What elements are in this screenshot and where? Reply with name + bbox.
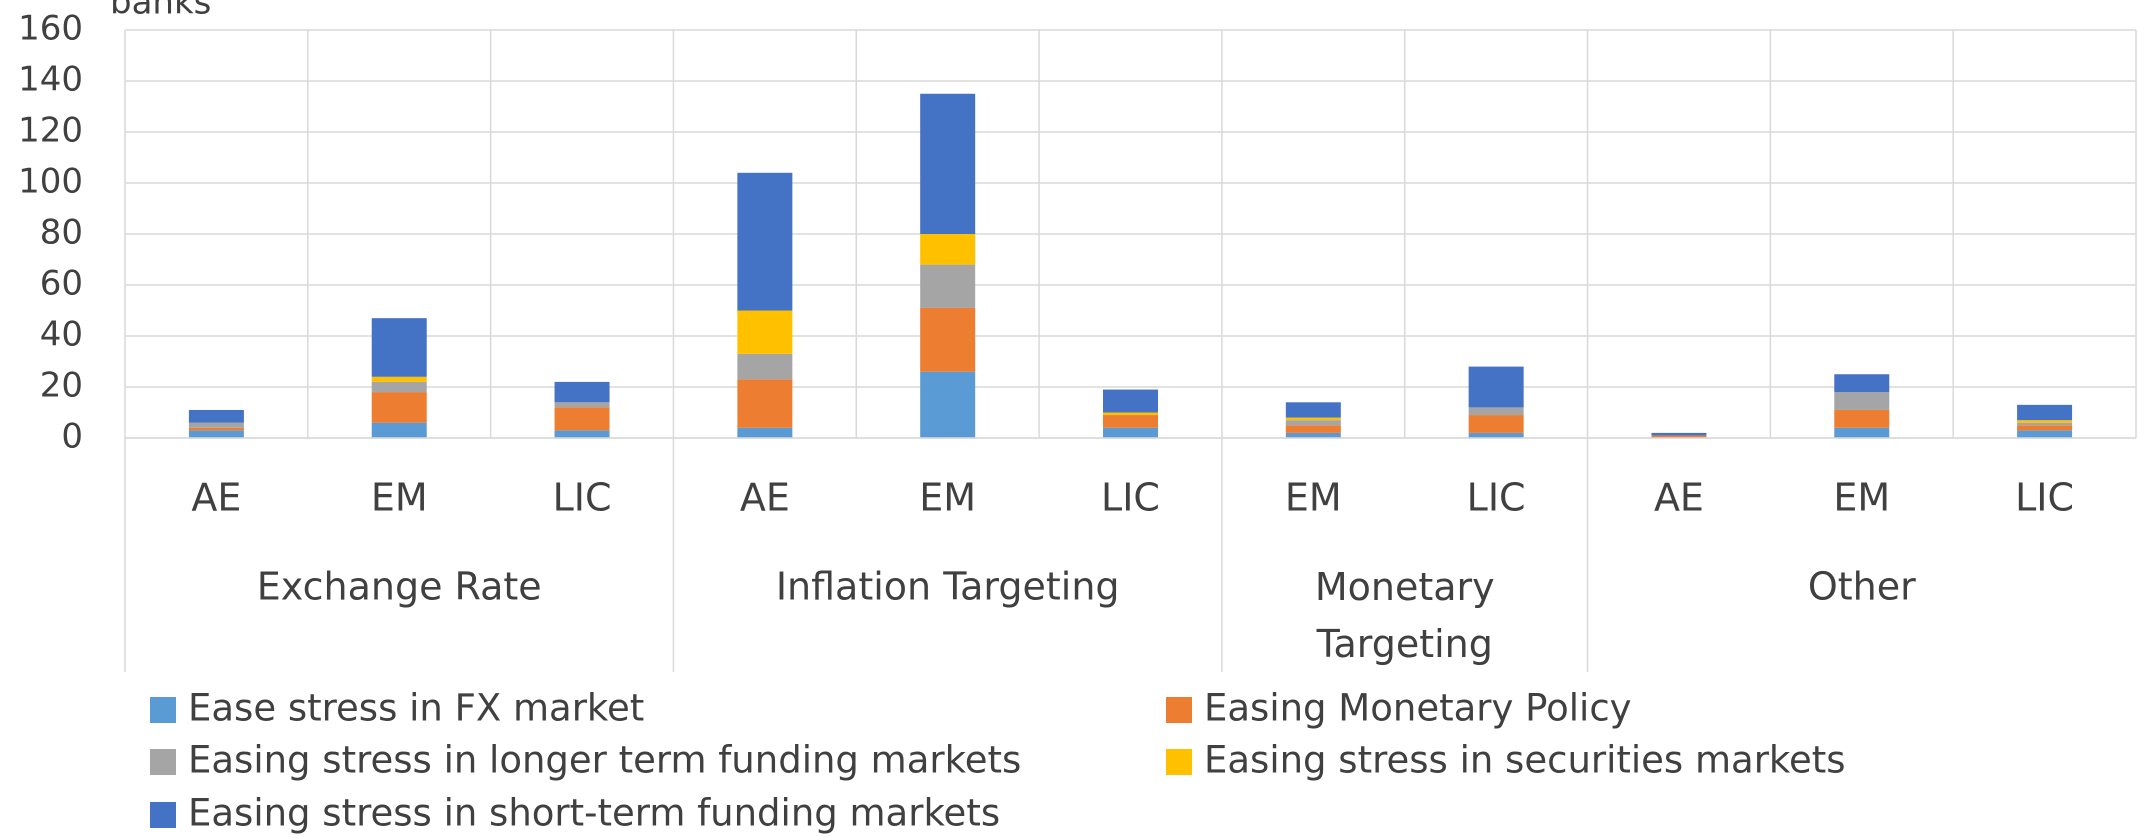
- bar-segment: [737, 379, 793, 428]
- x-tick-label: EM: [1285, 476, 1342, 520]
- bar-segment: [2017, 422, 2073, 426]
- bar-segment: [737, 310, 793, 354]
- bar-segment: [371, 392, 427, 423]
- y-tick-label: 160: [18, 9, 83, 49]
- x-tick-label: AE: [1654, 476, 1704, 520]
- bar-segment: [1468, 415, 1524, 433]
- bar-segment: [371, 381, 427, 393]
- bar-segment: [1834, 409, 1890, 428]
- bar-segment: [2017, 425, 2073, 431]
- bar-segment: [1285, 420, 1341, 426]
- bar-segment: [188, 409, 244, 423]
- bar-segment: [188, 430, 244, 438]
- bar-segment: [2017, 404, 2073, 421]
- bar-segment: [188, 427, 244, 431]
- y-tick-label: 60: [40, 264, 83, 304]
- bar-segment: [1285, 417, 1341, 421]
- bar-segment: [1285, 425, 1341, 433]
- legend-swatch: [1166, 749, 1192, 775]
- y-tick-label: 20: [40, 366, 83, 406]
- x-tick-label: EM: [371, 476, 428, 520]
- y-tick-label: 120: [18, 111, 83, 151]
- y-tick-label: 100: [18, 162, 83, 202]
- bar-segment: [371, 318, 427, 377]
- bar-segment: [371, 376, 427, 382]
- y-tick-label: 0: [61, 417, 83, 457]
- bar-segment: [554, 381, 610, 403]
- y-tick-label: 40: [40, 315, 83, 355]
- x-tick-label: AE: [740, 476, 790, 520]
- y-axis-label: banks: [110, 0, 211, 23]
- bar-segment: [1103, 427, 1158, 438]
- x-tick-label: LIC: [553, 476, 612, 520]
- bar-segment: [554, 430, 610, 438]
- bar-segment: [1651, 432, 1707, 436]
- bar-segment: [1651, 435, 1707, 438]
- bar-segment: [737, 427, 793, 438]
- bar-segment: [554, 407, 610, 431]
- bar-segment: [1834, 392, 1890, 410]
- bar-segment: [920, 264, 976, 308]
- bar-segment: [1468, 407, 1524, 416]
- bar-segment: [1834, 374, 1890, 393]
- group-label: Exchange Rate: [257, 565, 542, 609]
- bar-segment: [920, 307, 976, 372]
- bar-segment: [554, 402, 610, 408]
- bar-segment: [920, 234, 976, 265]
- y-tick-label: 140: [18, 60, 83, 100]
- legend-swatch: [150, 697, 176, 723]
- bar-segment: [1468, 366, 1524, 408]
- legend-swatch: [150, 802, 176, 828]
- bar-segment: [371, 422, 427, 438]
- bar-segment: [737, 353, 793, 380]
- x-tick-label: EM: [919, 476, 976, 520]
- bar-segment: [1834, 427, 1890, 438]
- bar-segment: [188, 422, 244, 428]
- legend-label: Easing stress in longer term funding mar…: [188, 739, 1021, 782]
- legend-swatch: [150, 749, 176, 775]
- bar-segment: [1103, 415, 1158, 428]
- x-tick-label: EM: [1833, 476, 1890, 520]
- x-tick-label: LIC: [1467, 476, 1526, 520]
- bar-segment: [1103, 389, 1158, 413]
- x-tick-label: LIC: [2015, 476, 2074, 520]
- legend-label: Ease stress in FX market: [188, 687, 644, 730]
- legend-label: Easing stress in short-term funding mark…: [188, 792, 1000, 835]
- bar-segment: [1103, 412, 1158, 416]
- x-tick-label: LIC: [1101, 476, 1160, 520]
- legend-swatch: [1166, 697, 1192, 723]
- x-tick-label: AE: [191, 476, 241, 520]
- bar-segment: [2017, 430, 2073, 438]
- legend-label: Easing stress in securities markets: [1204, 739, 1846, 782]
- bar-segment: [920, 93, 976, 234]
- group-label: Inflation Targeting: [776, 565, 1120, 609]
- bar-segment: [1468, 432, 1524, 438]
- bar-segment: [1285, 402, 1341, 418]
- legend-label: Easing Monetary Policy: [1204, 687, 1632, 730]
- bar-segment: [2017, 420, 2073, 423]
- y-tick-label: 80: [40, 213, 83, 253]
- bar-segment: [737, 172, 793, 311]
- bar-segment: [920, 371, 976, 438]
- group-label: Monetary Targeting: [1315, 565, 1495, 666]
- group-label: Other: [1808, 565, 1916, 609]
- bar-segment: [1285, 432, 1341, 438]
